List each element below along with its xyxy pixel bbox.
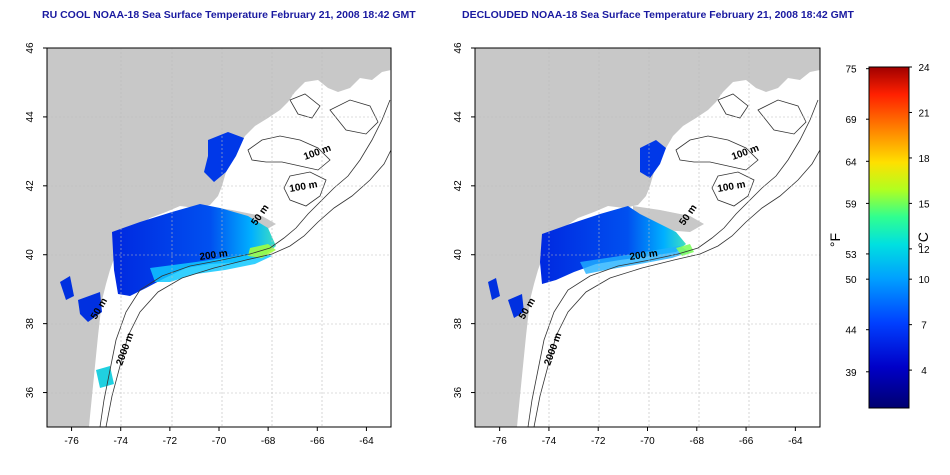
fahrenheit-tick-label: 50 xyxy=(845,275,857,286)
bathymetry-contours xyxy=(99,93,391,427)
right-sst-map: 100 m 100 m 50 m 200 m 50 m 2000 m -76 -7… xyxy=(453,42,821,447)
y-tick-label: 44 xyxy=(25,111,36,123)
celsius-tick-label: 10 xyxy=(918,275,930,286)
x-tick-label: -72 xyxy=(163,436,178,447)
x-tick-label: -66 xyxy=(739,436,754,447)
y-tick-label: 44 xyxy=(453,111,464,123)
x-tick-label: -68 xyxy=(690,436,705,447)
graticule xyxy=(47,48,391,427)
x-tick-label: -66 xyxy=(310,436,325,447)
y-tick-label: 40 xyxy=(453,249,464,261)
x-tick-label: -76 xyxy=(492,436,507,447)
fahrenheit-tick-label: 64 xyxy=(845,157,857,168)
celsius-tick-label: 18 xyxy=(918,154,930,165)
x-tick-label: -74 xyxy=(113,436,128,447)
colorbar-ticks: 24 21 18 15 12 10 7 4 75 69 64 59 53 50 44 39 xyxy=(845,63,930,379)
y-axis-ticks-left: 36 38 40 42 44 46 xyxy=(25,42,47,398)
colorbar: 24 21 18 15 12 10 7 4 75 69 64 59 53 50 44 39 °F °C xyxy=(827,63,931,409)
y-tick-label: 46 xyxy=(453,42,464,54)
celsius-tick-label: 24 xyxy=(918,63,930,74)
celsius-tick-label: 21 xyxy=(918,108,930,119)
y-tick-label: 36 xyxy=(25,387,36,399)
fahrenheit-tick-label: 44 xyxy=(845,326,857,337)
y-tick-label: 42 xyxy=(25,180,36,192)
fahrenheit-tick-label: 59 xyxy=(845,199,857,210)
celsius-tick-label: 15 xyxy=(918,199,930,210)
fahrenheit-tick-label: 69 xyxy=(845,115,857,126)
x-tick-label: -64 xyxy=(788,436,803,447)
land-mass-right xyxy=(475,48,820,427)
y-tick-label: 40 xyxy=(25,249,36,261)
sst-swath xyxy=(60,132,276,388)
contour-label-200m-right: 200 m xyxy=(629,248,659,263)
bathymetry-contours-right xyxy=(527,93,820,427)
left-sst-map: 100 m 100 m 50 m 200 m 50 m 2000 m -76 -7… xyxy=(25,42,392,447)
contour-label-100m-b-right: 100 m xyxy=(717,179,747,195)
fahrenheit-tick-label: 53 xyxy=(845,250,857,261)
colorbar-gradient xyxy=(868,66,910,409)
left-panel-title: RU COOL NOAA-18 Sea Surface Temperature … xyxy=(42,9,416,21)
x-tick-label: -70 xyxy=(212,436,227,447)
x-tick-label: -70 xyxy=(640,436,655,447)
y-tick-label: 38 xyxy=(453,318,464,330)
x-axis-ticks-left: -76 -74 -72 -70 -68 -66 -64 xyxy=(64,427,374,447)
fahrenheit-tick-label: 75 xyxy=(845,65,857,76)
celsius-tick-label: 7 xyxy=(921,321,927,332)
x-tick-label: -64 xyxy=(359,436,374,447)
x-tick-label: -76 xyxy=(64,436,79,447)
y-tick-label: 38 xyxy=(25,318,36,330)
y-tick-label: 46 xyxy=(25,42,36,54)
y-tick-label: 36 xyxy=(453,387,464,399)
x-tick-label: -74 xyxy=(542,436,557,447)
fahrenheit-axis-label: °F xyxy=(827,233,843,247)
celsius-axis-label: °C xyxy=(915,232,931,248)
graticule-right xyxy=(475,48,820,427)
x-tick-label: -72 xyxy=(591,436,606,447)
y-tick-label: 42 xyxy=(453,180,464,192)
sst-swath-declouded xyxy=(488,140,694,318)
right-panel-title: DECLOUDED NOAA-18 Sea Surface Temperatur… xyxy=(462,9,854,21)
contour-label-200m: 200 m xyxy=(199,248,229,263)
contour-label-100m-b: 100 m xyxy=(289,179,319,195)
x-tick-label: -68 xyxy=(261,436,276,447)
y-axis-ticks-right: 36 38 40 42 44 46 xyxy=(453,42,475,398)
fahrenheit-tick-label: 39 xyxy=(845,368,857,379)
x-axis-ticks-right: -76 -74 -72 -70 -68 -66 -64 xyxy=(492,427,803,447)
celsius-tick-label: 12 xyxy=(918,245,930,256)
celsius-tick-label: 4 xyxy=(921,366,927,377)
